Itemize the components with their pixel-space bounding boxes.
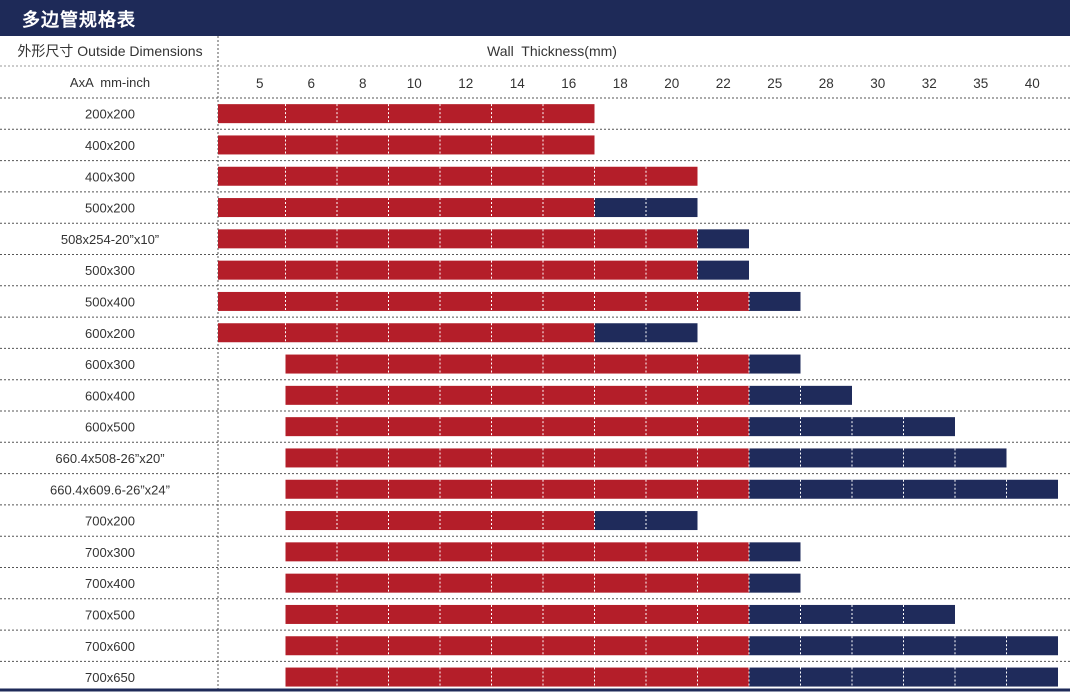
row-label: 500x200 [85,201,135,216]
row-label: 600x400 [85,388,135,403]
bar-red [285,542,749,562]
bar-red [218,104,595,124]
row-label: 700x200 [85,514,135,529]
x-tick-label: 28 [819,76,834,91]
row-label: 700x500 [85,607,135,622]
x-tick-label: 18 [613,76,628,91]
bar-red [285,479,749,499]
bar-red [285,448,749,468]
row-label: 600x200 [85,326,135,341]
row-label: 700x400 [85,576,135,591]
x-tick-label: 8 [359,76,367,91]
x-tick-label: 6 [307,76,315,91]
x-tick-label: 35 [973,76,988,91]
bar-red [218,291,749,311]
bar-red [218,229,698,249]
bar-red [285,385,749,405]
row-label: 700x600 [85,639,135,654]
bar-navy [749,354,801,374]
wall-thickness-chart: 外形尺寸 Outside Dimensions AxA mm-inch Wall… [0,36,1070,692]
title-bar: 多边管规格表 [0,0,1070,36]
bar-red [218,323,595,343]
bar-navy [749,573,801,593]
row-label: 400x300 [85,169,135,184]
row-label: 400x200 [85,138,135,153]
bar-red [285,354,749,374]
row-label: 508x254-20”x10” [61,232,159,247]
bar-navy [749,448,1007,468]
bar-navy [749,291,801,311]
row-label: 700x650 [85,670,135,685]
row-label: 600x300 [85,357,135,372]
x-tick-label: 12 [458,76,473,91]
bar-navy [749,542,801,562]
bar-red [218,198,595,218]
row-label: 200x200 [85,107,135,122]
bar-red [218,260,698,280]
bar-red [285,667,749,687]
x-tick-label: 10 [407,76,422,91]
x-tick-label: 14 [510,76,526,91]
x-tick-label: 16 [561,76,576,91]
bar-red [218,166,698,186]
bar-red [285,573,749,593]
x-tick-label: 30 [870,76,885,91]
row-label: 660.4x609.6-26”x24” [50,482,170,497]
x-tick-label: 25 [767,76,782,91]
row-label: 500x300 [85,263,135,278]
bar-red [285,636,749,656]
row-label: 700x300 [85,545,135,560]
row-label: 600x500 [85,420,135,435]
bar-red [218,135,595,155]
x-axis-title: Wall Thickness(mm) [487,43,617,59]
bar-navy [697,229,749,249]
column-header: 外形尺寸 Outside Dimensions [17,43,202,59]
bar-red [285,604,749,624]
row-label: 660.4x508-26”x20” [55,451,164,466]
page-title: 多边管规格表 [22,10,136,31]
sub-header: AxA mm-inch [70,75,150,90]
bar-navy [697,260,749,280]
bar-red [285,417,749,437]
x-tick-label: 20 [664,76,679,91]
x-tick-label: 5 [256,76,264,91]
x-tick-label: 22 [716,76,731,91]
x-tick-label: 32 [922,76,937,91]
row-label: 500x400 [85,294,135,309]
x-tick-label: 40 [1025,76,1040,91]
